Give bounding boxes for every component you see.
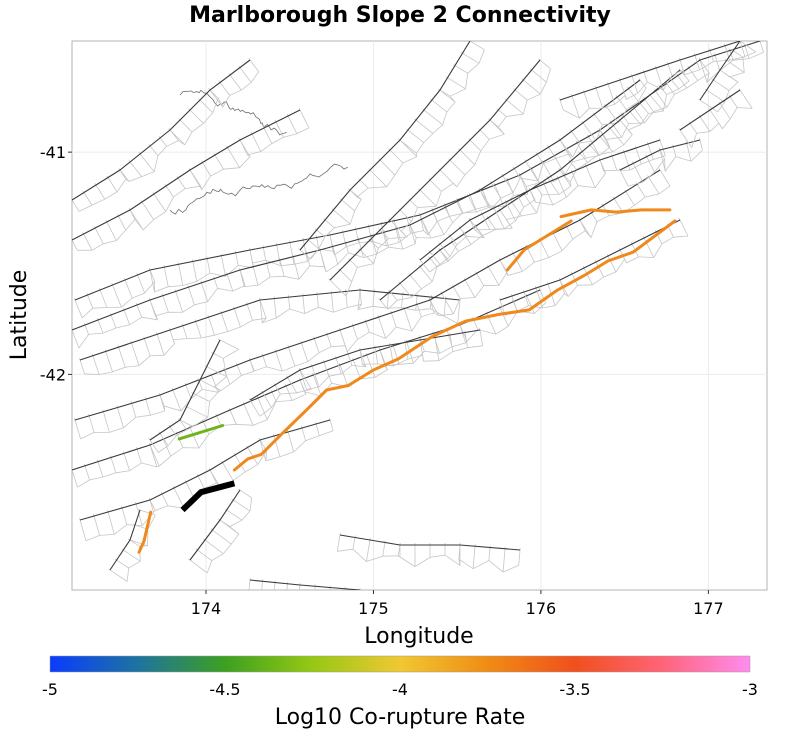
x-axis-ticks: 174 175 176 177 <box>191 590 724 618</box>
x-tick-label: 177 <box>693 599 724 618</box>
colorbar-ticks: -5 -4.5 -4 -3.5 -3 <box>42 680 758 699</box>
fault-rupture-panel <box>618 138 703 187</box>
fault-rupture-panel <box>72 108 310 251</box>
fault-panel-edge <box>504 235 689 316</box>
fault-trace <box>419 139 661 261</box>
y-axis-label: Latitude <box>7 270 32 361</box>
fault-panel-edge <box>81 51 764 319</box>
fault-trace <box>559 41 741 101</box>
y-tick-label: -41 <box>40 143 66 162</box>
x-tick-label: 176 <box>526 599 557 618</box>
highlighted-faults <box>137 208 677 554</box>
fault-rupture-panel <box>188 488 252 574</box>
fault-rupture-panel <box>336 532 521 573</box>
plot-area <box>71 40 768 591</box>
fault-panel-edge <box>206 497 253 574</box>
corupture-fault-trace <box>232 219 677 472</box>
chart-title: Marlborough Slope 2 Connectivity <box>189 3 611 28</box>
fault-rupture-panel <box>108 509 156 582</box>
colorbar-tick-label: -3.5 <box>559 680 590 699</box>
fault-trace <box>299 41 471 251</box>
fault-panel-edge <box>337 548 519 573</box>
fault-trace <box>72 59 251 201</box>
background-fault-network <box>72 41 764 613</box>
corupture-fault-trace <box>177 424 225 441</box>
fault-trace <box>699 41 741 101</box>
fault-panel-edge <box>387 80 690 310</box>
x-axis-label: Longitude <box>364 624 473 649</box>
fault-trace <box>679 89 741 131</box>
x-tick-label: 174 <box>191 599 222 618</box>
fault-rupture-panel <box>248 577 361 590</box>
fault-trace <box>339 534 521 551</box>
fault-rupture-panel <box>148 338 239 453</box>
fault-trace <box>72 109 301 241</box>
fault-rupture-panel <box>378 68 690 310</box>
fault-trace <box>79 289 461 361</box>
fault-trace <box>249 579 361 590</box>
colorbar-label: Log10 Co-rupture Rate <box>275 705 526 730</box>
colorbar-tick-label: -4.5 <box>209 680 240 699</box>
corupture-fault-trace <box>505 219 573 272</box>
fault-panel-edge <box>310 49 485 260</box>
fault-rupture-panel <box>678 88 753 148</box>
fault-trace <box>619 139 701 171</box>
fault-rupture-panel <box>73 41 764 318</box>
fault-rupture-panel <box>698 41 757 113</box>
fault-trace <box>149 339 221 441</box>
fault-rupture-panel <box>72 58 260 212</box>
fault-rupture-panel <box>559 41 746 119</box>
fault-trace <box>74 169 661 421</box>
source-fault-trace <box>180 480 236 513</box>
fault-panel-edge <box>429 155 666 273</box>
coastline <box>169 89 348 215</box>
fault-rupture-panel <box>298 41 485 260</box>
fault-panel-edge <box>627 149 703 187</box>
fault-trace <box>329 59 541 281</box>
fault-panel-edge <box>563 56 746 119</box>
colorbar-tick-label: -3 <box>742 680 758 699</box>
fault-rupture-panel <box>248 327 483 417</box>
colorbar-tick-label: -5 <box>42 680 58 699</box>
fault-trace <box>72 79 641 331</box>
fault-panel-edge <box>249 593 358 613</box>
coastline-path <box>179 89 287 136</box>
fault-trace <box>189 489 241 561</box>
fault-panel-edge <box>259 345 483 417</box>
fault-rupture-panel <box>79 287 461 375</box>
colorbar-tick-label: -4 <box>392 680 408 699</box>
fault-rupture-panel <box>72 78 647 349</box>
gridlines <box>72 41 767 590</box>
fault-trace <box>499 219 681 301</box>
corupture-fault-trace <box>559 208 672 219</box>
fault-trace <box>74 41 761 301</box>
fault-panel-edge <box>77 127 310 251</box>
fault-panel-edge <box>80 185 671 440</box>
fault-panel-edge <box>78 71 260 212</box>
fault-rupture-panel <box>418 137 666 273</box>
fault-rupture-panel <box>328 58 551 297</box>
coastline-path <box>169 163 348 215</box>
y-axis-ticks: -41 -42 <box>40 143 72 384</box>
fault-panel-edge <box>345 68 551 297</box>
fault-trace <box>109 509 141 571</box>
fault-panel-edge <box>691 107 753 148</box>
fault-panel-edge <box>84 303 458 376</box>
y-tick-label: -42 <box>40 365 66 384</box>
fault-panel-edge <box>158 349 239 453</box>
colorbar <box>49 655 751 673</box>
fault-trace <box>249 329 481 401</box>
fault-panel-edge <box>77 302 546 488</box>
fault-rupture-panel <box>79 417 334 541</box>
x-tick-label: 175 <box>358 599 389 618</box>
corupture-fault-trace <box>137 510 153 554</box>
